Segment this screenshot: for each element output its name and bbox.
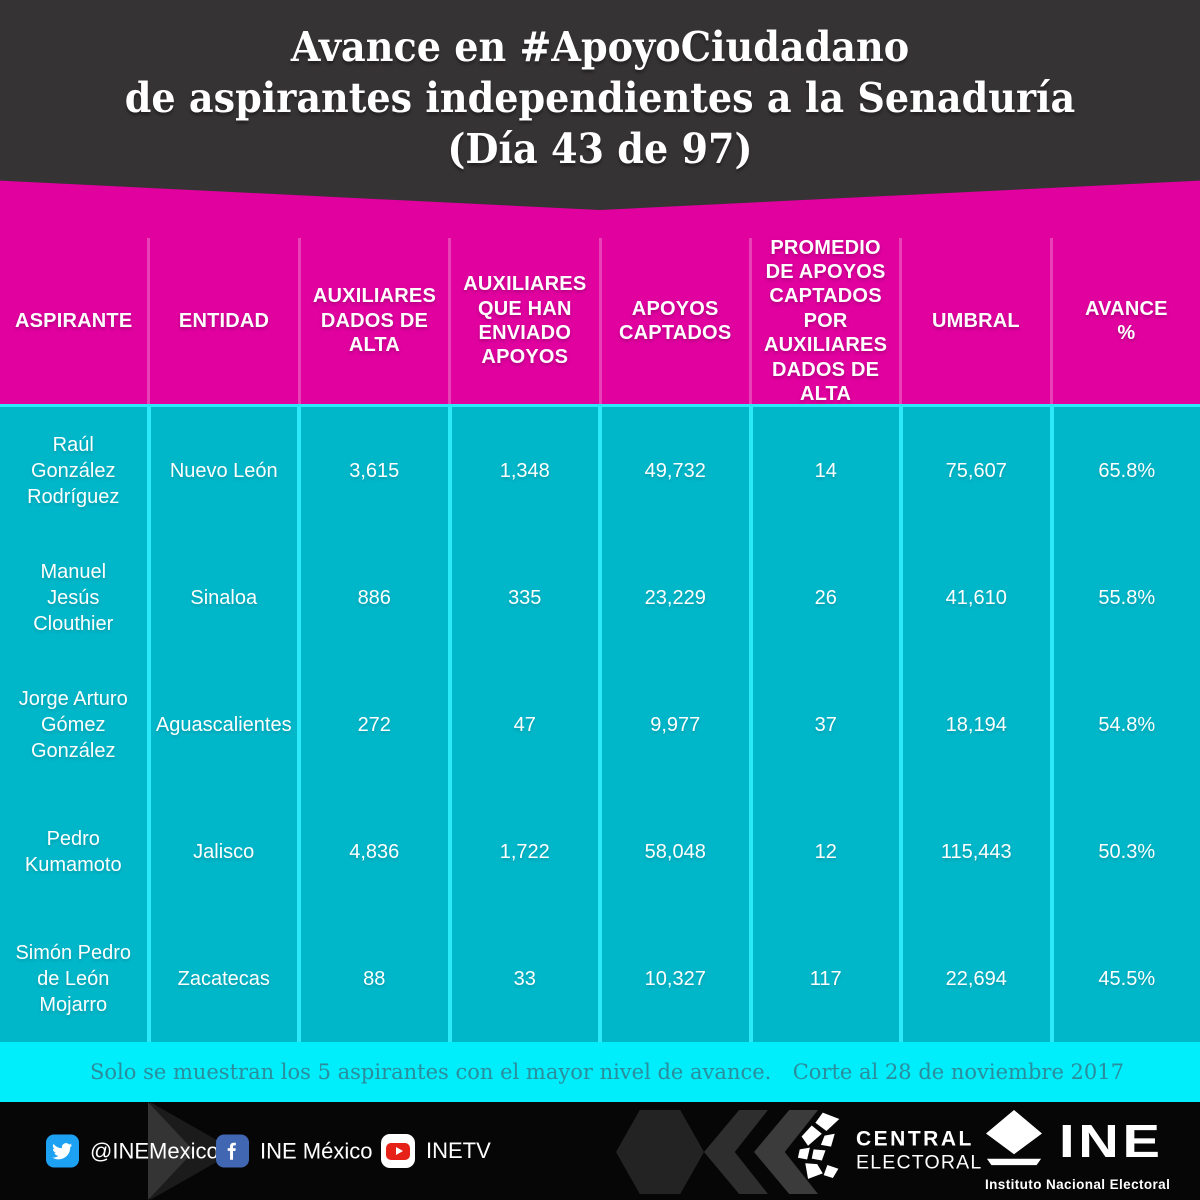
- decor-hexagon: [616, 1110, 704, 1194]
- column-header-umbral: UMBRAL: [902, 238, 1053, 404]
- cell-umbral: 41,610: [903, 534, 1054, 661]
- cell-promedio: 12: [753, 788, 903, 915]
- cell-aspirante: Simón Pedro de León Mojarro: [0, 915, 151, 1042]
- cell-aspirante: Pedro Kumamoto: [0, 788, 151, 915]
- cell-avance: 45.5%: [1098, 967, 1156, 990]
- footnote-strip: Solo se muestran los 5 aspirantes con el…: [0, 1042, 1200, 1102]
- central-electoral-line1: CENTRAL: [856, 1127, 974, 1151]
- youtube-icon: [381, 1134, 415, 1168]
- cell-aux-alta: 272: [301, 661, 452, 788]
- cell-entidad: Jalisco: [151, 788, 301, 915]
- youtube-account[interactable]: INETV: [381, 1134, 491, 1168]
- cell-promedio: 26: [753, 534, 903, 661]
- table-row: Pedro Kumamoto Jalisco 4,836 1,722 58,04…: [0, 788, 1200, 915]
- cell-aspirante: Manuel Jesús Clouthier: [0, 534, 151, 661]
- twitter-account[interactable]: @INEMexico: [46, 1134, 219, 1168]
- cell-apoyos: 49,732: [602, 407, 753, 534]
- title-band: Avance en #ApoyoCiudadano de aspirantes …: [0, 0, 1200, 210]
- cell-avance: 65.8%: [1098, 459, 1156, 482]
- cell-apoyos: 58,048: [602, 788, 753, 915]
- column-header-entidad: ENTIDAD: [150, 238, 301, 404]
- column-header-aspirante: ASPIRANTE: [0, 238, 151, 404]
- column-header-aux-alta: AUXILIARES DADOS DE ALTA: [301, 238, 452, 404]
- column-header-apoyos: APOYOS CAPTADOS: [602, 238, 752, 404]
- ine-subtitle: Instituto Nacional Electoral: [985, 1177, 1171, 1192]
- cell-promedio: 14: [753, 407, 903, 534]
- cell-umbral: 115,443: [903, 788, 1054, 915]
- ine-logo: INE Instituto Nacional Electoral: [985, 1110, 1170, 1192]
- table-header-row: ASPIRANTE ENTIDAD AUXILIARES DADOS DE AL…: [0, 178, 1200, 407]
- cell-umbral: 22,694: [903, 915, 1054, 1042]
- column-header-aux-enviado: AUXILIARES QUE HAN ENVIADO APOYOS: [451, 238, 602, 404]
- table-row: Manuel Jesús Clouthier Sinaloa 886 335 2…: [0, 534, 1200, 661]
- facebook-account[interactable]: INE México: [216, 1134, 373, 1168]
- cell-avance: 50.3%: [1098, 840, 1156, 863]
- cell-aux-alta: 4,836: [301, 788, 452, 915]
- cell-promedio: 117: [753, 915, 903, 1042]
- twitter-handle: @INEMexico: [90, 1138, 219, 1163]
- cell-entidad: Zacatecas: [151, 915, 301, 1042]
- table-body: Raúl González Rodríguez Nuevo León 3,615…: [0, 407, 1200, 1042]
- table-row: Simón Pedro de León Mojarro Zacatecas 88…: [0, 915, 1200, 1042]
- central-electoral-icon: [797, 1112, 843, 1190]
- cell-aux-enviado: 47: [452, 661, 602, 788]
- facebook-icon: [216, 1134, 249, 1168]
- cell-entidad: Sinaloa: [151, 534, 301, 661]
- facebook-page-name: INE México: [260, 1138, 373, 1163]
- ine-ballot-icon: [985, 1110, 1043, 1171]
- footnote-text: Solo se muestran los 5 aspirantes con el…: [90, 1060, 772, 1084]
- central-electoral-line2: ELECTORAL: [856, 1151, 983, 1174]
- cell-apoyos: 9,977: [602, 661, 753, 788]
- twitter-icon: [46, 1134, 79, 1168]
- column-header-promedio: PROMEDIO DE APOYOS CAPTADOS POR AUXILIAR…: [752, 237, 903, 405]
- cell-aux-enviado: 1,722: [452, 788, 602, 915]
- page-title-line-1: Avance en #ApoyoCiudadano: [290, 23, 910, 71]
- bottom-bar: @INEMexico INE México INETV: [0, 1102, 1200, 1200]
- cell-aux-alta: 3,615: [301, 407, 452, 534]
- cell-apoyos: 10,327: [602, 915, 753, 1042]
- cell-aspirante: Raúl González Rodríguez: [0, 407, 151, 534]
- cell-aux-alta: 886: [301, 534, 452, 661]
- cell-apoyos: 23,229: [602, 534, 753, 661]
- cell-promedio: 37: [753, 661, 903, 788]
- table-row: Jorge Arturo Gómez González Aguascalient…: [0, 661, 1200, 788]
- cell-aspirante: Jorge Arturo Gómez González: [0, 661, 151, 788]
- cell-entidad: Aguascalientes: [151, 661, 301, 788]
- ine-wordmark: INE: [1059, 1114, 1164, 1167]
- cell-umbral: 18,194: [903, 661, 1054, 788]
- cell-avance: 54.8%: [1098, 713, 1156, 736]
- table-row: Raúl González Rodríguez Nuevo León 3,615…: [0, 407, 1200, 534]
- cell-aux-alta: 88: [301, 915, 452, 1042]
- cell-aux-enviado: 1,348: [452, 407, 602, 534]
- cutoff-date: Corte al 28 de noviembre 2017: [792, 1060, 1124, 1084]
- page-title-line-2: de aspirantes independientes a la Senadu…: [124, 74, 1076, 122]
- cell-umbral: 75,607: [903, 407, 1054, 534]
- youtube-channel-name: INETV: [426, 1138, 491, 1163]
- cell-aux-enviado: 335: [452, 534, 602, 661]
- page-title-line-3: (Día 43 de 97): [447, 125, 753, 173]
- cell-avance: 55.8%: [1098, 586, 1156, 609]
- central-electoral-logo: CENTRAL ELECTORAL: [797, 1112, 983, 1190]
- column-header-avance: AVANCE %: [1084, 297, 1168, 344]
- cell-aux-enviado: 33: [452, 915, 602, 1042]
- cell-entidad: Nuevo León: [151, 407, 301, 534]
